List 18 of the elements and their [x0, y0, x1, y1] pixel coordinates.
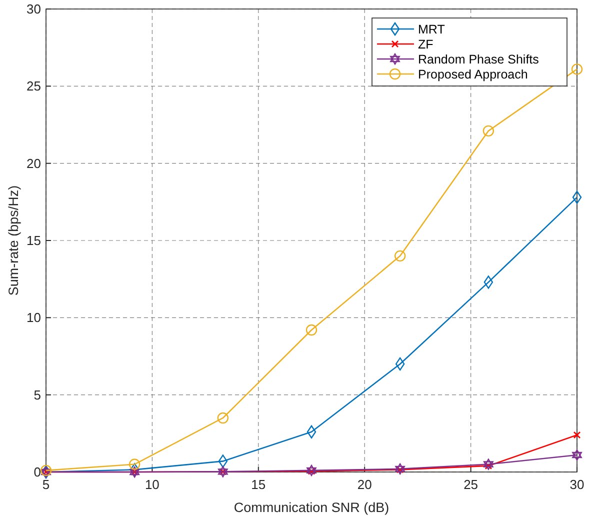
y-tick-label: 10	[26, 310, 41, 326]
y-tick-label: 20	[26, 156, 41, 171]
x-tick-label: 20	[357, 477, 372, 492]
x-axis-title: Communication SNR (dB)	[234, 500, 390, 515]
x-tick-label: 25	[464, 477, 478, 492]
x-tick-label: 10	[144, 477, 160, 492]
legend-label: MRT	[418, 22, 446, 36]
y-tick-label: 25	[26, 78, 41, 94]
legend-label: ZF	[418, 38, 434, 52]
x-tick-label: 15	[251, 477, 266, 492]
legend-label: Random Phase Shifts	[418, 52, 539, 66]
y-tick-label: 5	[34, 387, 41, 402]
x-tick-label: 30	[570, 477, 584, 492]
y-tick-label: 30	[26, 2, 41, 16]
legend-label: Proposed Approach	[418, 68, 528, 82]
y-axis-title: Sum-rate (bps/Hz)	[6, 185, 21, 296]
y-tick-label: 15	[26, 233, 41, 248]
y-tick-label: 0	[34, 464, 41, 480]
